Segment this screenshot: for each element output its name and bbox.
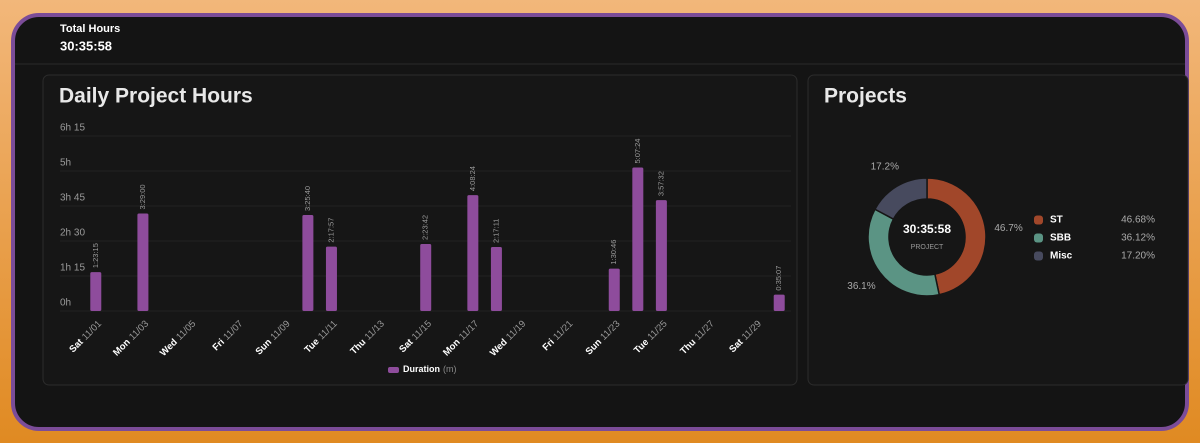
bar	[490, 246, 502, 311]
bar	[467, 195, 479, 311]
legend-swatch	[388, 367, 399, 373]
legend-value: 46.68%	[1121, 215, 1155, 226]
value-label: 3:29:00	[138, 184, 147, 209]
center-label: PROJECT	[911, 244, 944, 251]
bar	[90, 272, 102, 311]
y-tick-label: 6h 15	[60, 123, 85, 134]
chart-title: Daily Project Hours	[59, 85, 253, 108]
bar	[773, 294, 785, 311]
value-label: 0:35:07	[774, 266, 783, 291]
pie-card	[807, 74, 1189, 386]
total-value: 30:35:58	[60, 38, 112, 53]
slice-label: 46.7%	[994, 223, 1022, 234]
legend-name: Duration	[403, 364, 440, 374]
bar	[420, 243, 432, 311]
slice-label: 17.2%	[871, 161, 899, 172]
value-label: 4:08:24	[468, 166, 477, 191]
y-tick-label: 3h 45	[60, 193, 85, 204]
legend-value: 36.12%	[1121, 233, 1155, 244]
bar	[632, 167, 644, 311]
legend-name: Misc	[1050, 251, 1073, 262]
legend-swatch	[1034, 251, 1043, 261]
value-label: 5:07:24	[633, 139, 642, 164]
value-label: 3:25:40	[303, 186, 312, 211]
bar	[608, 268, 620, 311]
legend-unit: (m)	[443, 364, 457, 374]
value-label: 2:23:42	[421, 215, 430, 240]
value-label: 1:30:46	[609, 240, 618, 265]
y-tick-label: 2h 30	[60, 228, 85, 239]
pie-slice	[926, 177, 987, 296]
pie-slice	[873, 177, 928, 221]
bar	[655, 200, 667, 311]
chart-title: Projects	[824, 85, 907, 108]
y-tick-label: 5h	[60, 158, 71, 169]
value-label: 1:23:15	[91, 243, 100, 268]
center-value: 30:35:58	[903, 222, 951, 236]
legend-entry: Duration (m)	[403, 364, 457, 374]
value-label: 2:17:57	[326, 218, 335, 243]
legend-swatch	[1034, 233, 1043, 243]
bar-card	[42, 74, 798, 386]
legend-swatch	[1034, 215, 1043, 225]
bar	[137, 213, 149, 311]
value-label: 2:17:11	[491, 219, 500, 243]
legend-value: 17.20%	[1121, 251, 1155, 262]
slice-label: 36.1%	[847, 281, 875, 292]
value-label: 3:57:32	[656, 171, 665, 196]
legend-name: ST	[1050, 215, 1063, 226]
y-tick-label: 0h	[60, 298, 71, 309]
bar	[302, 215, 314, 311]
y-tick-label: 1h 15	[60, 263, 85, 274]
legend-name: SBB	[1050, 233, 1071, 244]
total-label: Total Hours	[60, 23, 120, 35]
bar	[325, 246, 337, 311]
